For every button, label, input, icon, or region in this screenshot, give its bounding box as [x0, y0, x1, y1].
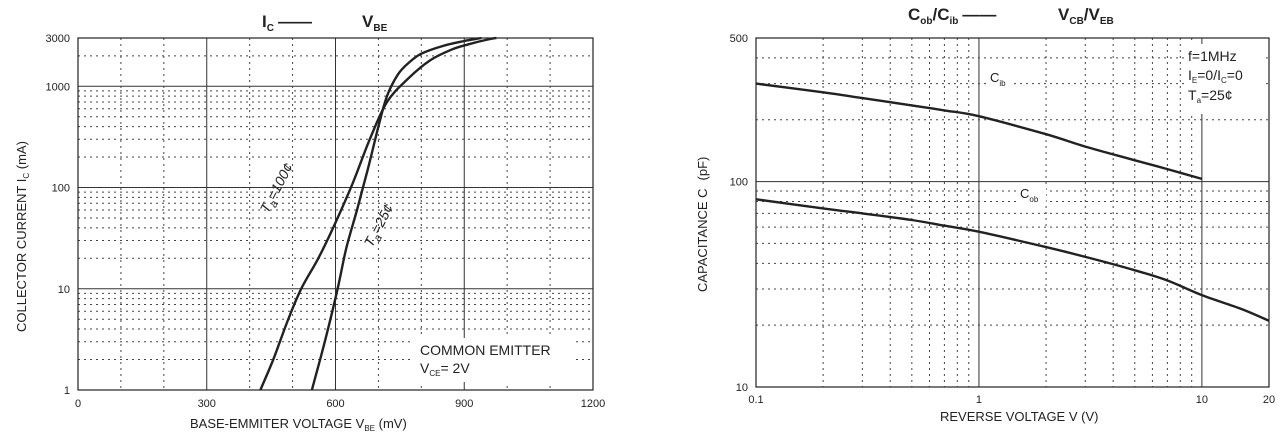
x-tick-label: 300: [198, 398, 216, 410]
y-tick-label: 100: [730, 177, 748, 189]
ic-vbe-chart: IC —— VBE 0 300 600 900 1200 1 10 100 1000 3000 BA…: [14, 12, 605, 433]
y-tick-label: 10: [736, 382, 748, 394]
annotation-vce: VCE= 2V: [420, 360, 470, 378]
ic-vbe-grid: [78, 37, 593, 390]
x-tick-label: 10: [1196, 394, 1208, 406]
y-tick-label: 100: [52, 183, 70, 195]
capacitance-curves: [755, 82, 1270, 322]
annotation-common-emitter: COMMON EMITTER: [420, 342, 551, 358]
capacitance-xlabel: REVERSE VOLTAGE V (V): [940, 409, 1098, 424]
capacitance-title: Cob/Cib ——: [908, 5, 996, 27]
conditions-bg: [1184, 44, 1264, 114]
x-tick-label: 1200: [581, 398, 605, 410]
ic-vbe-tick-labels: 0 300 600 900 1200 1 10 100 1000 3000: [46, 33, 606, 410]
ic-vbe-plot-frame: [77, 37, 594, 391]
y-tick-label: 3000: [46, 33, 70, 45]
x-tick-label: 0: [75, 398, 81, 410]
x-tick-label: 900: [455, 398, 473, 410]
ic-vbe-title-2: VBE: [362, 12, 388, 34]
cob-label-bg: [1016, 184, 1046, 206]
ic-vbe-curves: [259, 36, 497, 391]
cib-label-bg: [986, 68, 1012, 90]
curve-cib: [755, 82, 1203, 181]
series-label-cib: Cib: [990, 70, 1006, 88]
condition-frequency: f=1MHz: [1188, 48, 1237, 64]
ic-vbe-xlabel: BASE-EMMITER VOLTAGE VBE (mV): [190, 416, 407, 433]
series-label-25c: Ta=25¢: [361, 201, 400, 251]
condition-temperature: Ta=25¢: [1188, 87, 1233, 105]
capacitance-ylabel: CAPACITANCE C(pF): [695, 157, 710, 292]
y-tick-label: 10: [58, 284, 70, 296]
capacitance-chart: Cob/Cib —— VCB/VEB 0.1 1 10 20 10 100 500 REVER…: [695, 5, 1275, 424]
y-tick-label: 1: [64, 385, 70, 397]
y-tick-label: 1000: [46, 81, 70, 93]
capacitance-plot-frame: [755, 37, 1270, 388]
curve-ta-100c: [259, 36, 497, 391]
y-tick-label: 500: [730, 33, 748, 45]
capacitance-grid: [756, 38, 1269, 387]
series-label-cob: Cob: [1020, 186, 1039, 204]
ic-vbe-title: IC ——: [262, 12, 312, 34]
condition-currents: IE=0/IC=0: [1188, 67, 1243, 85]
capacitance-tick-labels: 0.1 1 10 20 10 100 500: [730, 33, 1275, 406]
ic-vbe-ylabel: COLLECTOR CURRENT IC (mA): [14, 141, 31, 332]
capacitance-title-2: VCB/VEB: [1058, 5, 1114, 27]
x-tick-label: 0.1: [748, 394, 763, 406]
x-tick-label: 20: [1263, 394, 1275, 406]
annotation-bg: [412, 338, 574, 382]
x-tick-label: 1: [976, 394, 982, 406]
x-tick-label: 600: [326, 398, 344, 410]
curve-ta-25c: [310, 36, 482, 391]
series-label-100c: Ta=100¢: [257, 160, 300, 217]
curve-cob: [755, 198, 1270, 322]
